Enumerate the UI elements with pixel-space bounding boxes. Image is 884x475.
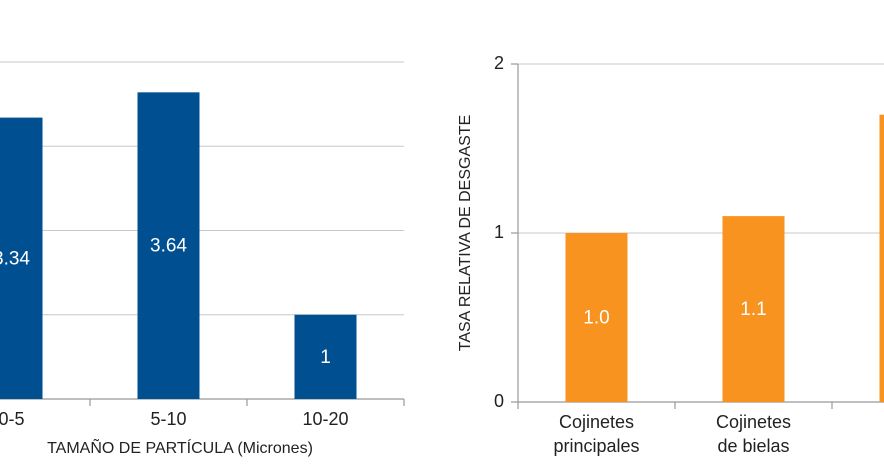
x-tick-label: 5-10 (150, 409, 186, 429)
bar (0, 117, 43, 399)
y-tick-label: 0 (494, 391, 504, 411)
value-label: 1.0 (583, 308, 609, 329)
bar (294, 314, 357, 399)
bar (565, 233, 628, 402)
y-axis-label: TASA RELATIVA DE DESGASTE (457, 115, 474, 352)
x-tick-label: Cojinetes principales (553, 412, 639, 456)
y-tick-label: 1 (494, 222, 504, 242)
x-axis-label: TAMAÑO DE PARTÍCULA (Micrones) (47, 437, 313, 457)
value-label: 3.64 (150, 236, 187, 257)
value-label: 1.1 (740, 299, 766, 320)
bar (879, 114, 884, 402)
y-tick-label: 2 (494, 53, 504, 73)
x-tick-label: 10-20 (302, 409, 348, 429)
bar (137, 92, 200, 399)
x-tick-label: Cojinetes de bielas (716, 412, 791, 456)
value-label: 3.34 (0, 248, 30, 269)
value-label: 1 (320, 347, 331, 368)
x-tick-label: 0-5 (0, 409, 25, 429)
bar (722, 216, 785, 402)
